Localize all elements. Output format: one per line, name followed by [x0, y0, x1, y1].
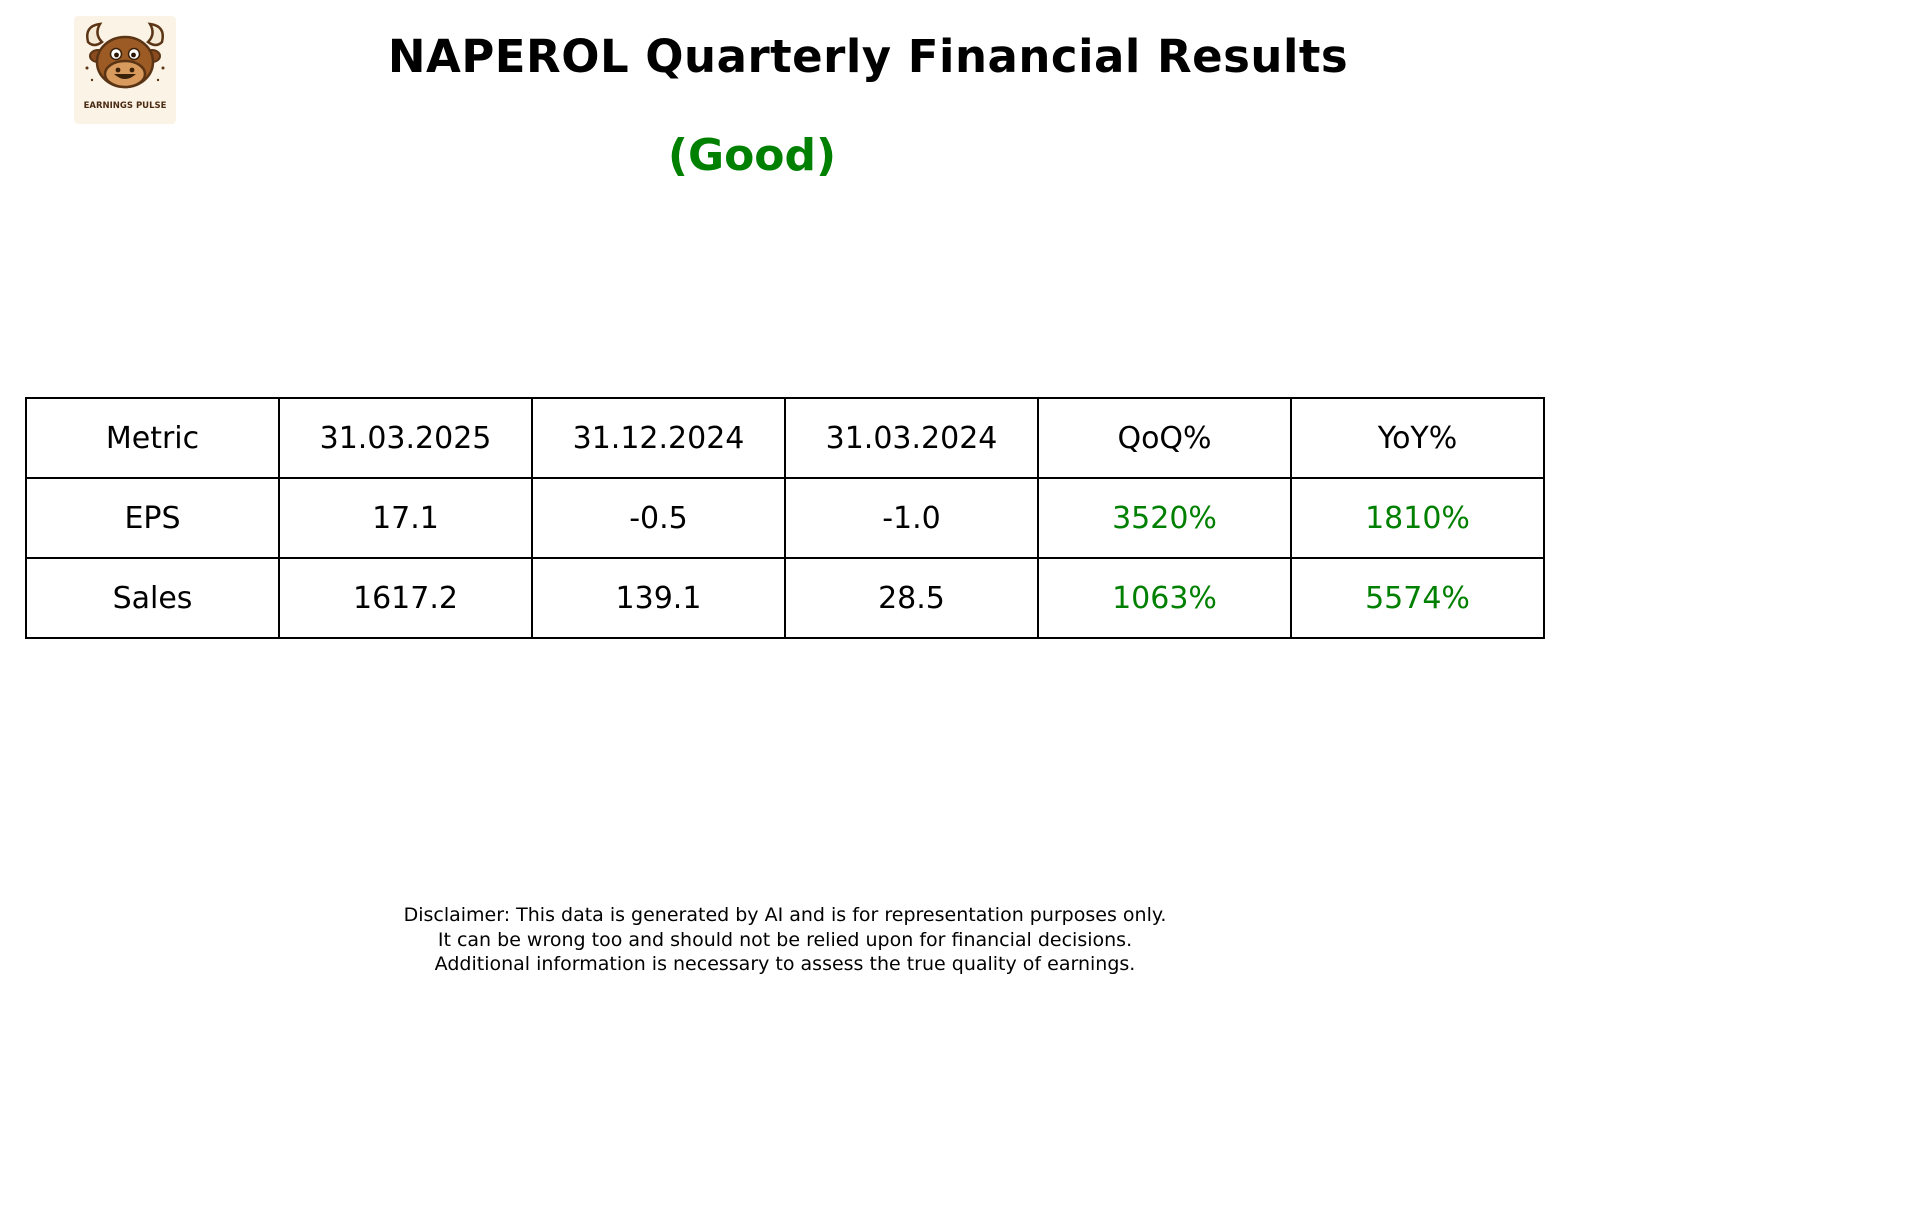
disclaimer-line-2: It can be wrong too and should not be re… — [437, 928, 1133, 951]
sales-qoq-value: 1063% — [1037, 557, 1292, 639]
eps-qoq-value: 3520% — [1037, 477, 1292, 559]
bull-mascot-icon: EARNINGS PULSE — [74, 16, 176, 124]
column-header-q-yearago: 31.03.2024 — [784, 397, 1039, 479]
eps-q-yearago-value: -1.0 — [784, 477, 1039, 559]
eps-metric-label: EPS — [25, 477, 280, 559]
sales-q-current-value: 1617.2 — [278, 557, 533, 639]
sales-yoy-value: 5574% — [1290, 557, 1545, 639]
verdict-badge: (Good) — [667, 130, 837, 181]
earnings-pulse-logo: EARNINGS PULSE — [74, 16, 176, 124]
disclaimer-line-3: Additional information is necessary to a… — [434, 953, 1136, 975]
table-header-row: Metric 31.03.2025 31.12.2024 31.03.2024 … — [25, 397, 1545, 479]
column-header-metric: Metric — [25, 397, 280, 479]
sales-metric-label: Sales — [25, 557, 280, 639]
financial-results-table: Metric 31.03.2025 31.12.2024 31.03.2024 … — [25, 397, 1545, 639]
disclaimer-line-1: Disclaimer: This data is generated by AI… — [403, 904, 1167, 926]
sales-q-yearago-value: 28.5 — [784, 557, 1039, 639]
disclaimer: Disclaimer: This data is generated by AI… — [404, 903, 1167, 977]
column-header-qoq: QoQ% — [1037, 397, 1292, 479]
column-header-yoy: YoY% — [1290, 397, 1545, 479]
table-row-eps: EPS 17.1 -0.5 -1.0 3520% 1810% — [25, 477, 1545, 559]
column-header-q-current: 31.03.2025 — [278, 397, 533, 479]
eps-q-previous-value: -0.5 — [531, 477, 786, 559]
page-title: NAPEROL Quarterly Financial Results — [387, 30, 1349, 83]
logo-brand-text: EARNINGS PULSE — [84, 101, 167, 111]
sales-q-previous-value: 139.1 — [531, 557, 786, 639]
eps-yoy-value: 1810% — [1290, 477, 1545, 559]
table-row-sales: Sales 1617.2 139.1 28.5 1063% 5574% — [25, 557, 1545, 639]
column-header-q-previous: 31.12.2024 — [531, 397, 786, 479]
eps-q-current-value: 17.1 — [278, 477, 533, 559]
